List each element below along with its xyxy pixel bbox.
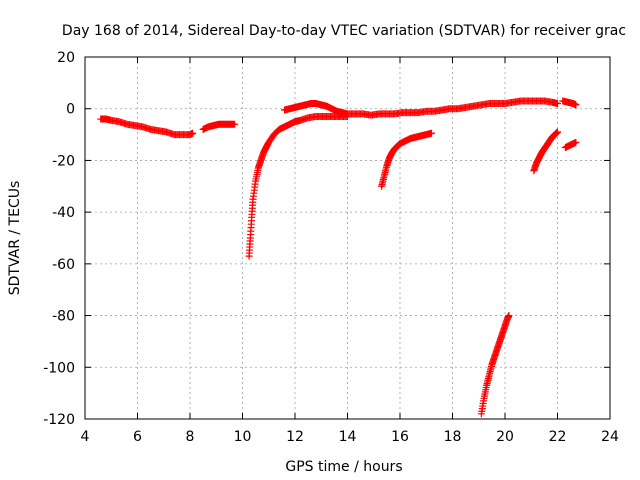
data-point — [428, 129, 435, 137]
series-arc-7 — [530, 128, 561, 175]
y-tick-label: -40 — [52, 205, 75, 221]
series-arc-3 — [245, 112, 351, 260]
y-tick-label: -80 — [52, 309, 75, 325]
x-tick-label: 20 — [496, 429, 514, 445]
data-series — [97, 97, 580, 418]
series-arc-5 — [378, 129, 435, 190]
series-arc-8 — [559, 97, 580, 109]
y-tick-label: -100 — [43, 360, 75, 376]
x-tick-label: 12 — [286, 429, 304, 445]
y-tick-label: 0 — [66, 102, 75, 118]
data-point — [231, 120, 239, 128]
x-tick-label: 4 — [81, 429, 90, 445]
data-point — [554, 128, 561, 136]
series-arc-9 — [561, 138, 580, 151]
series-arc-1 — [97, 115, 197, 139]
series-arc-2 — [199, 120, 239, 133]
y-axis-label: SDTVAR / TECUs — [7, 181, 23, 296]
x-tick-label: 10 — [234, 429, 252, 445]
x-tick-label: 18 — [444, 429, 462, 445]
y-tick-label: -120 — [43, 412, 75, 428]
x-tick-label: 6 — [133, 429, 142, 445]
data-point — [554, 100, 561, 108]
x-tick-label: 16 — [391, 429, 409, 445]
data-point — [572, 138, 580, 146]
data-point — [189, 129, 197, 137]
axis-ticks — [84, 56, 611, 420]
x-tick-label: 14 — [339, 429, 357, 445]
x-tick-label: 24 — [601, 429, 619, 445]
y-tick-label: -20 — [52, 153, 75, 169]
x-tick-label: 8 — [186, 429, 195, 445]
series-arc-4 — [281, 97, 561, 119]
y-tick-label: 20 — [57, 50, 75, 66]
chart-title: Day 168 of 2014, Sidereal Day-to-day VTE… — [62, 23, 626, 39]
y-tick-label: -60 — [52, 257, 75, 273]
data-point — [572, 101, 580, 109]
data-point — [505, 312, 513, 320]
series-arc-6 — [477, 312, 513, 418]
x-axis-label: GPS time / hours — [285, 459, 402, 475]
tick-labels: 4 6 8 10 12 14 16 18 20 22 24 20 0 -20 -40 -60 -80 -100 -1… — [43, 50, 619, 445]
x-tick-label: 22 — [549, 429, 567, 445]
